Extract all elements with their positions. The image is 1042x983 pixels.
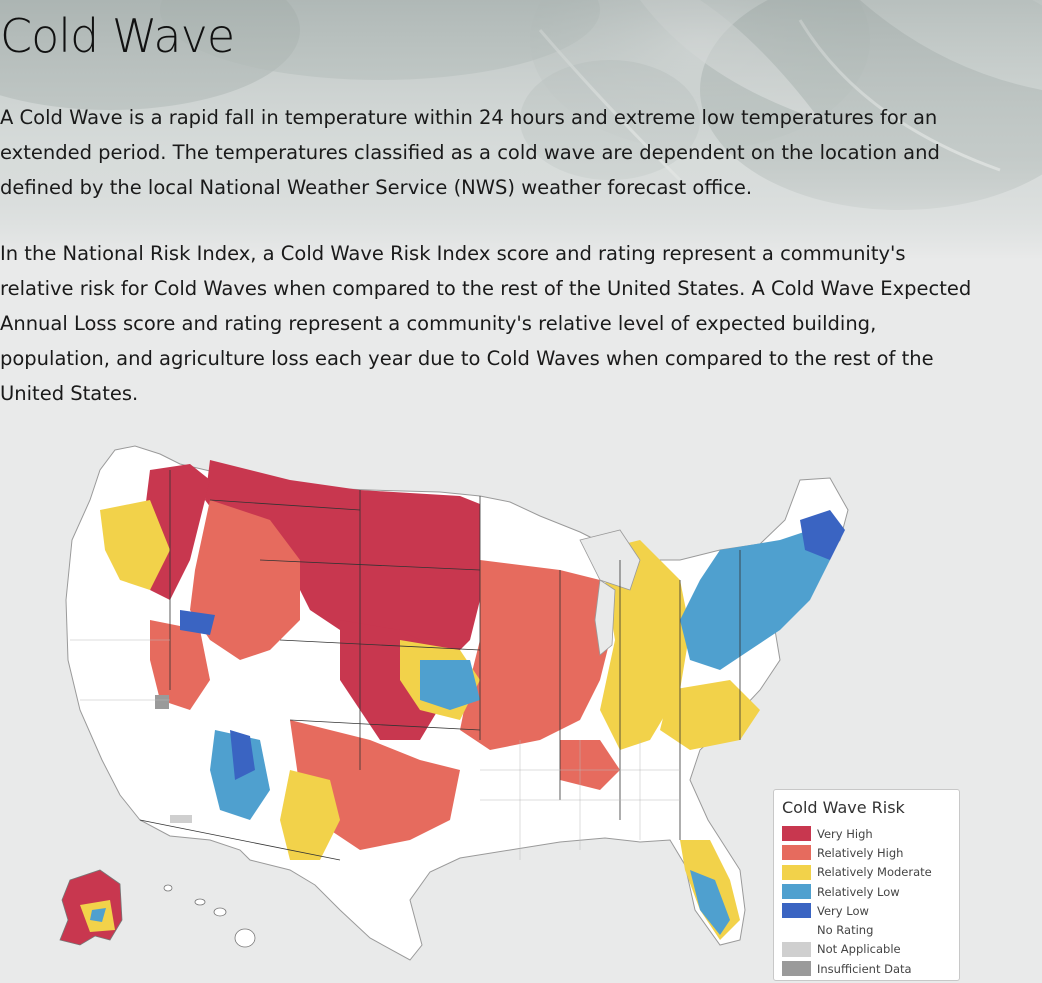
legend-swatch <box>782 903 811 919</box>
page-title: Cold Wave <box>0 9 235 63</box>
state-borders <box>139 470 741 861</box>
risk-index-paragraph: In the National Risk Index, a Cold Wave … <box>0 242 972 405</box>
legend-label: Very Low <box>817 903 869 918</box>
legend-item: Relatively High <box>782 843 951 862</box>
very-high-region-north-plains <box>205 460 480 690</box>
not-applicable-area <box>170 815 192 823</box>
legend-item: Insufficient Data <box>782 959 951 978</box>
legend-label: Relatively Low <box>817 884 900 899</box>
legend-label: Relatively High <box>817 845 904 860</box>
very-low-region-utah <box>180 610 215 635</box>
legend-item: Not Applicable <box>782 940 951 959</box>
legend-swatch <box>782 864 811 880</box>
legend-label: Not Applicable <box>817 942 901 957</box>
relatively-moderate-region-great-lakes <box>600 540 690 750</box>
relatively-high-region-midwest <box>460 560 615 750</box>
relatively-low-region-northeast <box>680 530 830 670</box>
legend-swatch <box>782 845 811 861</box>
alaska-low <box>90 908 106 922</box>
lake-michigan-water <box>594 579 616 656</box>
legend-item: No Rating <box>782 920 951 939</box>
cold-wave-risk-map[interactable] <box>40 440 1042 983</box>
frost-leaf-background <box>0 0 1042 260</box>
legend-label: No Rating <box>817 923 874 938</box>
very-low-region-arizona <box>230 730 255 780</box>
legend-swatch <box>782 961 811 977</box>
relatively-moderate-region-northwest <box>100 500 170 590</box>
intro-paragraph: A Cold Wave is a rapid fall in temperatu… <box>0 106 940 199</box>
legend-swatch <box>782 941 811 957</box>
legend-label: Relatively Moderate <box>817 865 932 880</box>
legend-item: Very High <box>782 824 951 843</box>
legend-item: Relatively Moderate <box>782 863 951 882</box>
very-low-region-new-england <box>800 510 845 560</box>
relatively-moderate-region-texas <box>280 770 340 860</box>
relatively-high-region-south <box>560 740 620 790</box>
map-legend: Cold Wave Risk Very High Relatively High R… <box>773 789 960 981</box>
legend-title: Cold Wave Risk <box>782 798 905 817</box>
county-lines <box>70 639 680 860</box>
legend-label: Insufficient Data <box>817 961 912 976</box>
relatively-high-region-nevada <box>150 620 210 710</box>
legend-item: Very Low <box>782 901 951 920</box>
legend-label: Very High <box>817 826 873 841</box>
relatively-moderate-region-appalachia <box>660 680 760 750</box>
legend-swatch <box>782 884 811 900</box>
relatively-low-region-kansas <box>420 660 480 710</box>
legend-item: Relatively Low <box>782 882 951 901</box>
legend-swatch <box>782 922 811 938</box>
legend-items: Very High Relatively High Relatively Moder… <box>782 824 951 978</box>
hawaii-inset <box>163 884 256 948</box>
relatively-low-region-florida <box>690 870 730 935</box>
great-lakes-water <box>579 529 641 591</box>
insufficient-data-area <box>155 695 169 709</box>
legend-swatch <box>782 826 811 842</box>
relatively-high-region-west <box>190 500 300 660</box>
